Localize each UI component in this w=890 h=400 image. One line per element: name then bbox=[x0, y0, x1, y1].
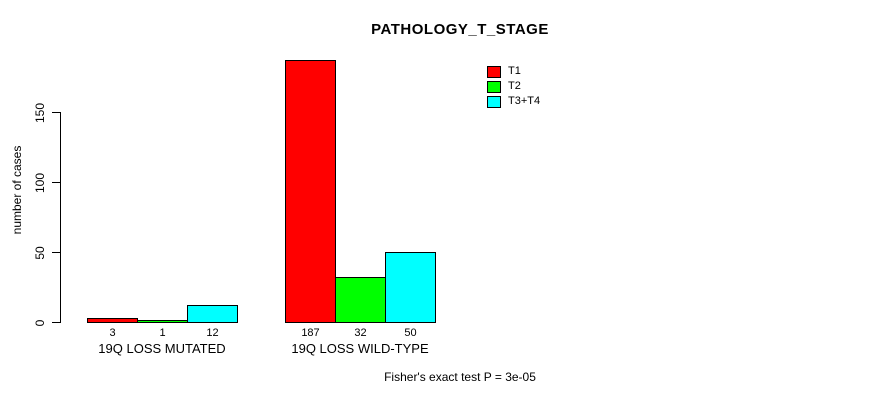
bar-t3+t4 bbox=[187, 305, 238, 323]
bar-value-label: 3 bbox=[109, 327, 116, 339]
y-tick-mark bbox=[52, 182, 60, 183]
legend-item-t2: T2 bbox=[487, 79, 540, 94]
bar-t1 bbox=[285, 60, 336, 323]
legend-label-t3t4: T3+T4 bbox=[508, 95, 541, 107]
stat-test-annotation: Fisher's exact test P = 3e-05 bbox=[384, 370, 536, 384]
group-label: 19Q LOSS MUTATED bbox=[98, 341, 226, 356]
chart-title: PATHOLOGY_T_STAGE bbox=[371, 21, 549, 38]
legend-swatch-t1 bbox=[487, 65, 501, 78]
y-tick-label: 150 bbox=[33, 102, 47, 123]
bar-t2 bbox=[335, 277, 386, 323]
bar-t2 bbox=[137, 320, 188, 323]
legend-label-t2: T2 bbox=[508, 80, 521, 92]
bar-value-label: 32 bbox=[354, 327, 367, 339]
legend-item-t3t4: T3+T4 bbox=[487, 94, 540, 109]
bar-value-label: 50 bbox=[404, 327, 417, 339]
y-tick-label: 0 bbox=[33, 319, 47, 326]
bar-value-label: 12 bbox=[206, 327, 219, 339]
y-tick-mark bbox=[52, 112, 60, 113]
legend-label-t1: T1 bbox=[508, 65, 521, 77]
bar-value-label: 1 bbox=[159, 327, 166, 339]
legend: T1 T2 T3+T4 bbox=[487, 64, 540, 109]
y-tick-mark bbox=[52, 322, 60, 323]
bar-value-label: 187 bbox=[301, 327, 320, 339]
y-tick-mark bbox=[52, 252, 60, 253]
y-tick-label: 100 bbox=[33, 172, 47, 193]
legend-swatch-t2 bbox=[487, 80, 501, 93]
bar-t1 bbox=[87, 318, 138, 323]
legend-item-t1: T1 bbox=[487, 64, 540, 79]
group-label: 19Q LOSS WILD-TYPE bbox=[291, 341, 429, 356]
legend-swatch-t3t4 bbox=[487, 95, 501, 108]
y-tick-label: 50 bbox=[33, 245, 47, 260]
bar-t3+t4 bbox=[385, 252, 436, 323]
y-axis-title: number of cases bbox=[10, 145, 24, 235]
y-axis-line bbox=[60, 112, 61, 323]
